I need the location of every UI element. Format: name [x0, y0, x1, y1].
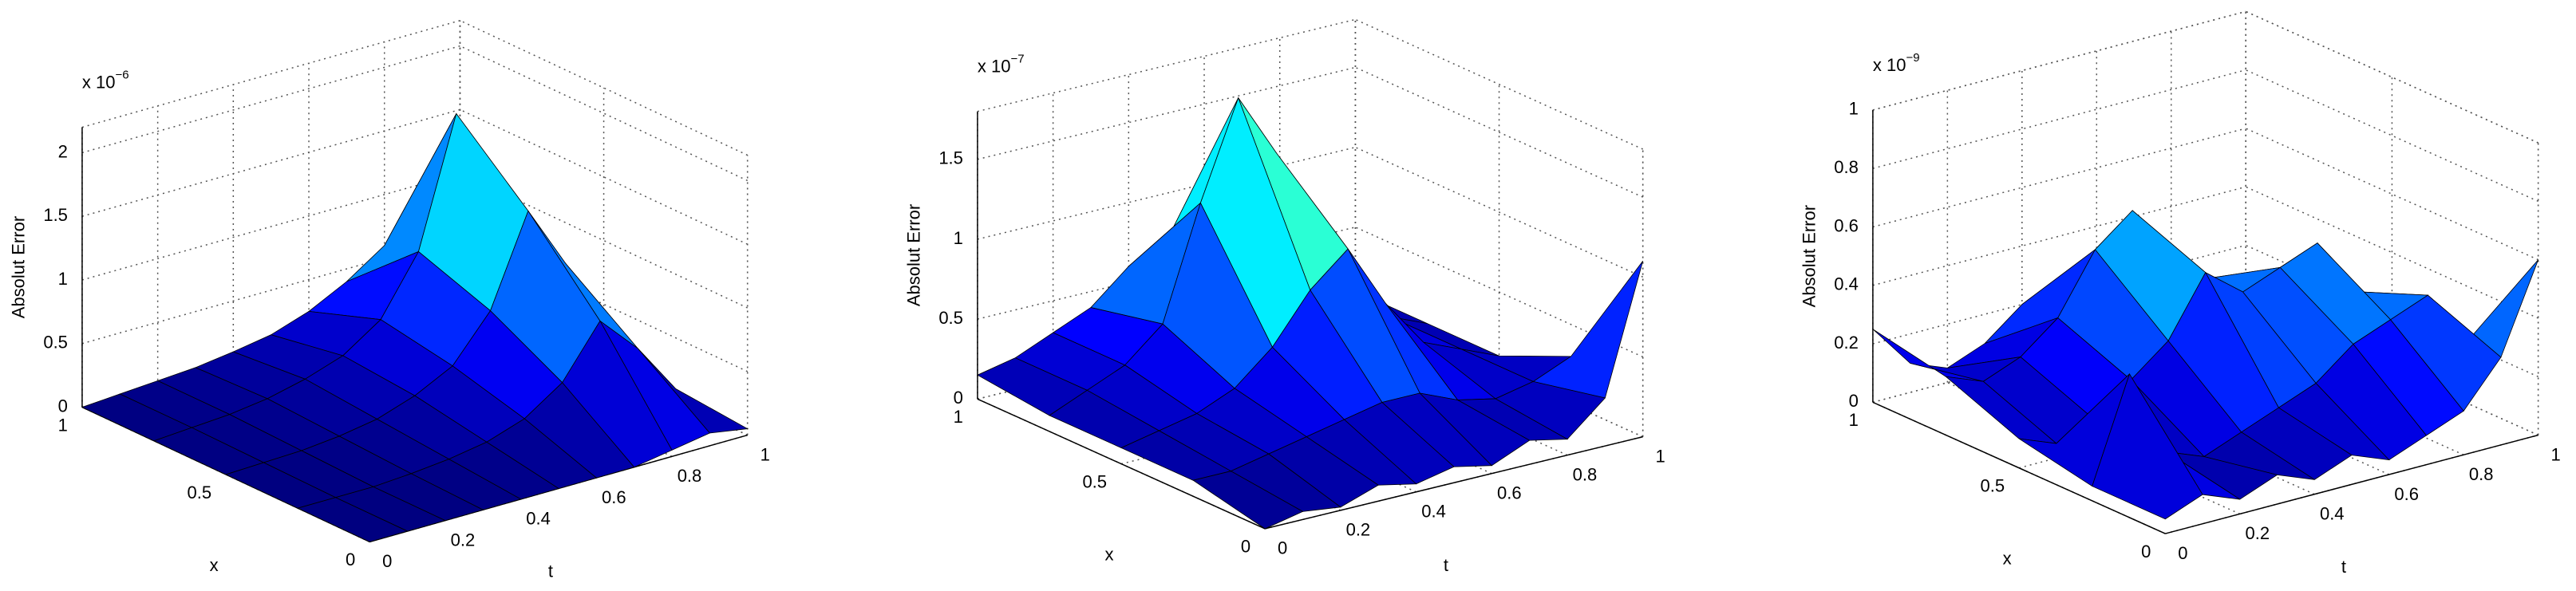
- multiplier-exponent: −9: [1906, 51, 1919, 65]
- grid-line: [81, 45, 460, 154]
- multiplier-exponent: −6: [116, 69, 129, 82]
- box-edge: [81, 20, 460, 128]
- z-tick-label: 0.5: [938, 308, 963, 328]
- y-tick-label: 1: [761, 444, 770, 464]
- z-tick-label: 1.5: [43, 205, 68, 225]
- z-axis-label: Absolut Error: [904, 204, 924, 306]
- y-tick-label: 0: [382, 551, 392, 571]
- x-axis-label: x: [2003, 549, 2012, 569]
- t-axis: [2165, 434, 2538, 534]
- z-tick-label: 0: [58, 396, 68, 416]
- grid-line: [1872, 10, 2246, 111]
- x-tick-label: 0: [2141, 542, 2151, 561]
- y-axis-label: t: [548, 561, 553, 581]
- y-tick-label: 0: [2178, 543, 2187, 563]
- box-edge: [977, 18, 1356, 112]
- y-tick-label: 0.8: [2469, 464, 2494, 484]
- z-axis-label: Absolut Error: [9, 216, 29, 318]
- x-axis: [1872, 401, 2166, 534]
- x-tick-label: 0.5: [1981, 476, 2005, 496]
- z-tick-label: 2: [58, 141, 68, 161]
- z-tick-label: 0.5: [43, 333, 68, 353]
- axis-multiplier: x 10−9: [1873, 51, 1920, 75]
- x-axis-label: x: [210, 555, 219, 575]
- grid-line: [1355, 146, 1643, 278]
- x-tick-label: 0: [1241, 537, 1250, 557]
- grid-line: [81, 172, 460, 281]
- grid-line: [1872, 128, 2246, 228]
- x-axis-label: x: [1105, 544, 1114, 564]
- grid-line: [977, 66, 1356, 160]
- y-axis-label: t: [2341, 557, 2346, 577]
- y-tick-label: 0.8: [678, 466, 702, 486]
- z-tick-label: 0.4: [1834, 274, 1859, 294]
- y-tick-label: 0: [1278, 538, 1287, 558]
- x-tick-label: 0.5: [187, 483, 211, 502]
- y-tick-label: 0.8: [1573, 464, 1598, 484]
- x-tick-label: 1: [1849, 410, 1859, 430]
- z-tick-label: 0.2: [1834, 333, 1859, 353]
- multiplier-exponent: −7: [1011, 53, 1025, 66]
- x-tick-label: 0: [346, 550, 355, 569]
- multiplier-base: x 10: [82, 72, 116, 92]
- z-tick-label: 0.8: [1834, 157, 1859, 177]
- z-tick-label: 0.6: [1834, 215, 1859, 235]
- surface-patch: [296, 497, 409, 542]
- x-tick-label: 0.5: [1082, 471, 1107, 491]
- y-tick-label: 0.2: [2245, 523, 2270, 543]
- z-tick-label: 1.5: [938, 148, 963, 168]
- x-tick-label: 1: [954, 407, 963, 427]
- grid-line: [977, 146, 1356, 240]
- grid-line: [1355, 66, 1643, 198]
- y-tick-label: 0.2: [1346, 520, 1371, 540]
- y-tick-label: 0.4: [2320, 503, 2345, 523]
- multiplier-base: x 10: [978, 57, 1011, 77]
- z-tick-label: 1: [58, 269, 68, 289]
- x-tick-label: 1: [58, 415, 68, 435]
- y-tick-label: 0.6: [602, 487, 626, 507]
- surface-patch: [1532, 261, 1644, 399]
- y-tick-label: 0.2: [451, 530, 476, 550]
- axis-multiplier: x 10−6: [82, 69, 129, 93]
- y-tick-label: 0.4: [1421, 502, 1446, 522]
- z-tick-label: 1: [954, 228, 963, 248]
- y-tick-label: 1: [2551, 444, 2561, 464]
- y-tick-label: 0.6: [1497, 483, 1522, 503]
- axis-multiplier: x 10−7: [978, 53, 1025, 77]
- grid-line: [81, 108, 460, 217]
- t-axis: [1265, 435, 1643, 530]
- y-tick-label: 1: [1656, 446, 1665, 466]
- box-edge: [1872, 10, 2246, 111]
- surface-patch: [2092, 373, 2203, 520]
- z-tick-label: 0: [1849, 391, 1859, 411]
- y-tick-label: 0.6: [2394, 484, 2419, 504]
- surface-patch: [1192, 471, 1304, 530]
- grid-line: [81, 236, 460, 345]
- x-axis: [977, 398, 1266, 530]
- multiplier-base: x 10: [1873, 55, 1906, 75]
- z-axis-label: Absolut Error: [1800, 205, 1819, 307]
- grid-line: [1872, 69, 2246, 169]
- y-tick-label: 0.4: [526, 509, 551, 529]
- box-edge: [1355, 18, 1643, 150]
- y-axis-label: t: [1444, 555, 1448, 575]
- grid-line: [1355, 227, 1643, 358]
- z-tick-label: 0: [954, 388, 963, 408]
- z-tick-label: 1: [1849, 99, 1859, 119]
